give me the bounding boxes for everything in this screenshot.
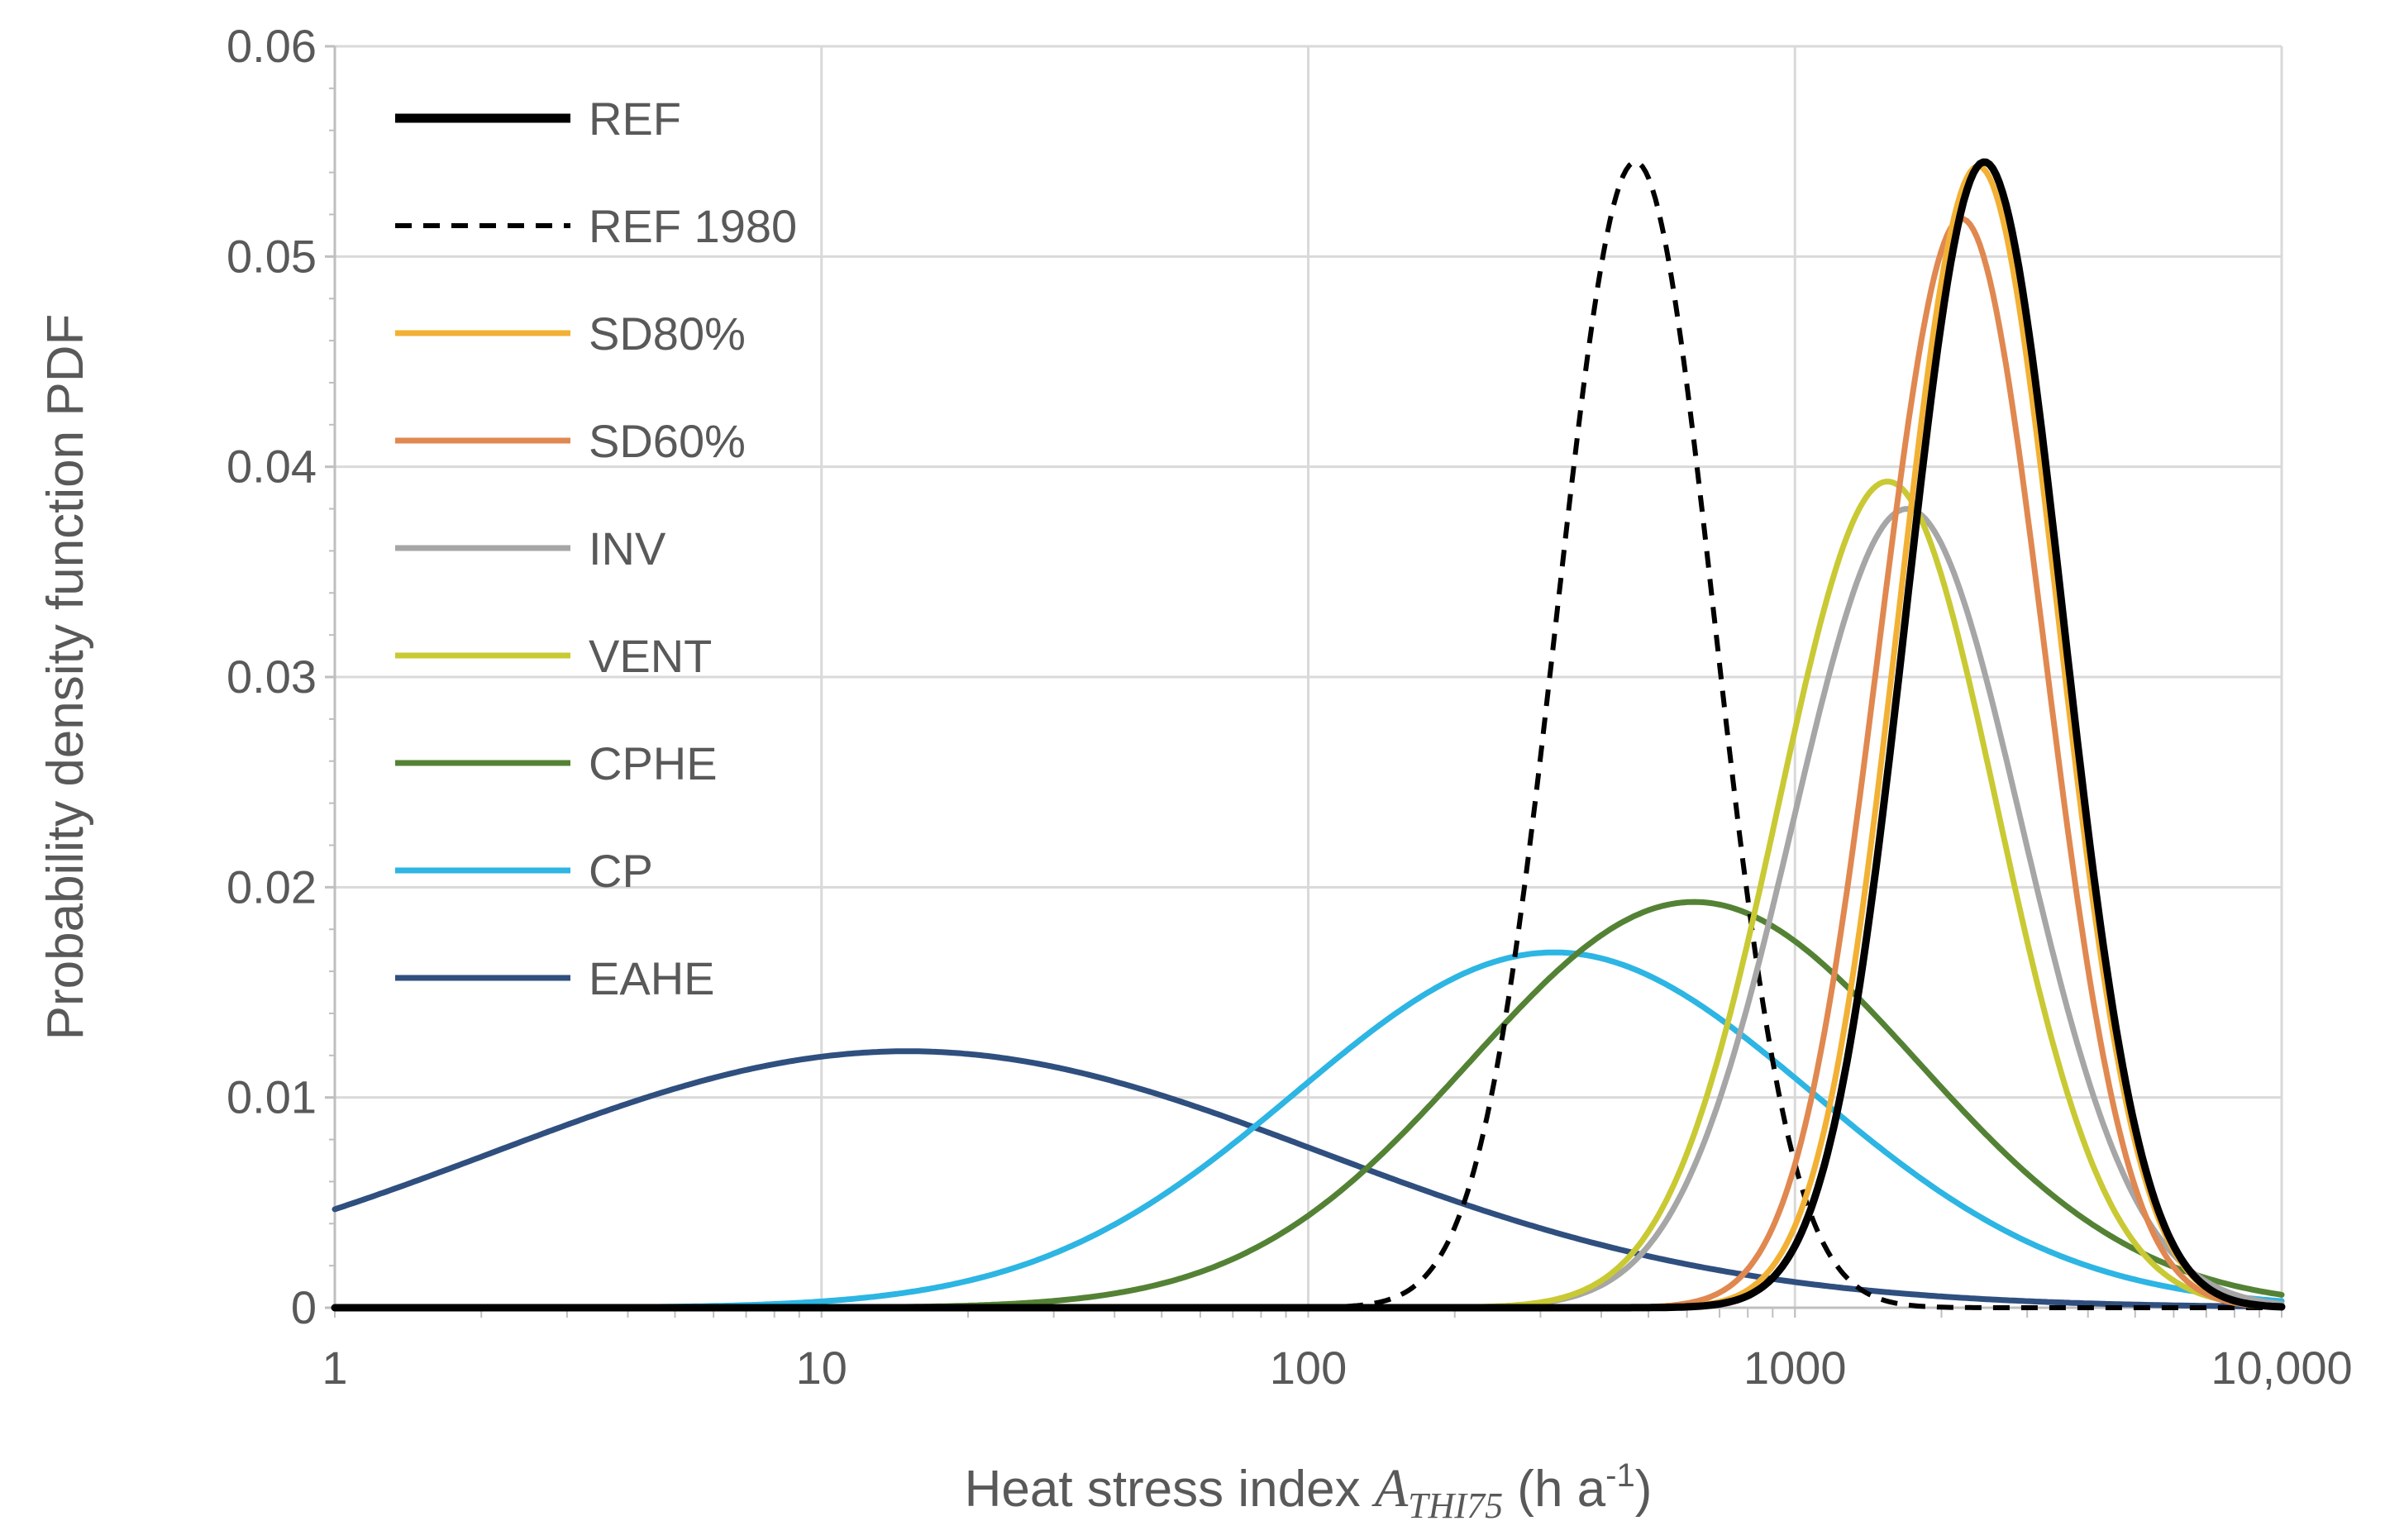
y-tick-label: 0.04	[227, 441, 317, 493]
legend-label-cp: CP	[589, 845, 653, 897]
legend-label-cphe: CPHE	[589, 737, 718, 789]
x-tick-label: 1	[322, 1342, 347, 1394]
x-axis-title: Heat stress index ATHI75 (h a-1)	[965, 1457, 1653, 1526]
x-tick-label: 1000	[1743, 1342, 1847, 1394]
legend-label-ref-1980: REF 1980	[589, 200, 797, 252]
x-axis-title-subscript: THI75	[1408, 1485, 1503, 1526]
legend-label-vent: VENT	[589, 630, 712, 682]
series-line-ref	[331, 158, 2286, 1312]
legend-label-eahe: EAHE	[589, 952, 715, 1004]
x-tick-label: 10,000	[2211, 1342, 2352, 1394]
y-tick-label: 0.01	[227, 1071, 317, 1123]
series-lines	[331, 158, 2286, 1312]
axis-labels: 0 0.01 0.02 0.03 0.04 0.05 0.06 1 10 100 1000 10,00…	[37, 20, 2353, 1526]
x-axis-title-prefix: Heat stress index	[965, 1461, 1375, 1518]
series-line-eahe	[332, 1048, 2285, 1310]
legend-label-sd60-: SD60%	[589, 415, 746, 467]
legend-label-ref: REF	[589, 93, 681, 145]
legend-label-inv: INV	[589, 522, 666, 575]
x-axis-title-unit: (h a	[1503, 1461, 1606, 1518]
grid	[335, 45, 2283, 1308]
x-axis-title-unit-superscript: -1	[1605, 1457, 1635, 1494]
y-tick-label: 0.06	[227, 20, 317, 72]
y-tick-label: 0.03	[227, 651, 317, 703]
y-tick-label: 0.05	[227, 230, 317, 282]
legend-label-sd80-: SD80%	[589, 308, 746, 360]
legend: REF REF 1980 SD80% SD60% INV VENT CPHE CP EAHE	[395, 93, 797, 1004]
y-axis-title: Probability density function PDF	[37, 314, 94, 1041]
x-tick-label: 10	[796, 1342, 847, 1394]
x-axis-title-symbol: A	[1371, 1458, 1409, 1519]
x-tick-label: 100	[1270, 1342, 1347, 1394]
x-axis-title-unit-close: )	[1635, 1461, 1653, 1518]
y-tick-label: 0	[291, 1281, 317, 1333]
y-tick-label: 0.02	[227, 861, 317, 913]
